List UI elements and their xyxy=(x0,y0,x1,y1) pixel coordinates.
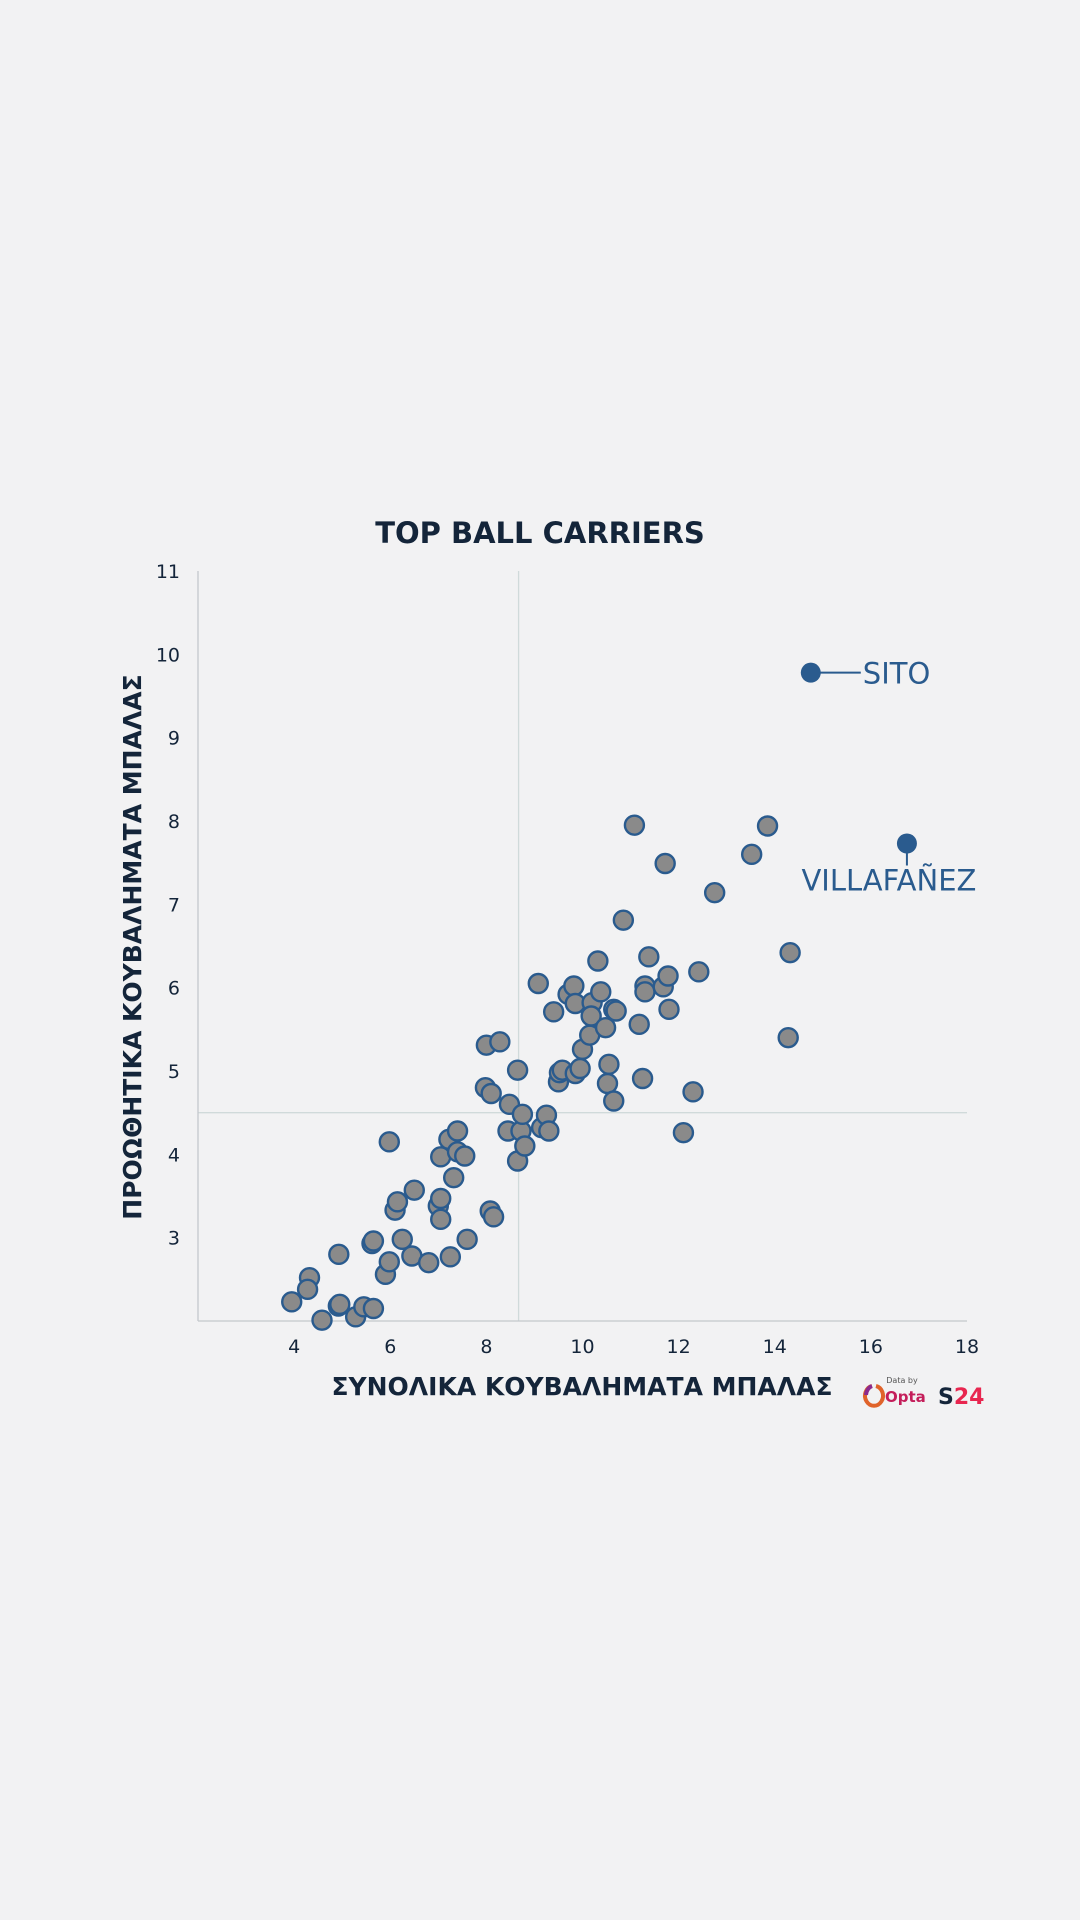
y-tick-label: 7 xyxy=(168,894,180,916)
data-point xyxy=(391,1228,413,1251)
s24-number: 24 xyxy=(954,1385,985,1410)
svg-text:S24: S24 xyxy=(938,1385,984,1410)
data-point xyxy=(658,998,680,1021)
x-tick-label: 4 xyxy=(288,1336,300,1358)
highlighted-points: SITO VILLAFAÑEZ xyxy=(800,657,976,898)
data-point xyxy=(446,1120,469,1142)
highlight-point xyxy=(800,662,821,683)
data-point xyxy=(628,1013,650,1036)
x-tick-labels: 4 6 8 10 12 14 16 18 xyxy=(288,1336,979,1358)
data-point xyxy=(418,1251,440,1274)
data-point xyxy=(506,1059,529,1081)
y-tick-label: 8 xyxy=(168,811,180,833)
data-point xyxy=(587,950,609,972)
y-tick-label: 6 xyxy=(168,978,180,1000)
highlight-point xyxy=(896,833,917,854)
data-point xyxy=(563,975,585,997)
x-tick-label: 14 xyxy=(763,1336,787,1358)
highlight-label: SITO xyxy=(863,657,931,691)
data-point xyxy=(328,1243,350,1266)
data-point xyxy=(779,941,801,964)
x-tick-label: 12 xyxy=(667,1336,691,1358)
data-point xyxy=(386,1191,409,1213)
data-point xyxy=(454,1145,476,1167)
data-point xyxy=(638,946,660,968)
data-point xyxy=(596,1072,619,1095)
data-point xyxy=(281,1291,303,1313)
chart-title: TOP BALL CARRIERS xyxy=(375,516,705,550)
data-point xyxy=(430,1187,452,1210)
data-point xyxy=(542,1001,565,1023)
data-point xyxy=(538,1120,560,1142)
y-tick-label: 10 xyxy=(156,644,180,666)
data-point xyxy=(631,1067,654,1090)
axes xyxy=(197,571,967,1322)
data-point xyxy=(598,1053,620,1076)
data-point xyxy=(378,1131,400,1153)
data-point xyxy=(482,1206,505,1228)
y-tick-label: 9 xyxy=(168,728,180,750)
data-point xyxy=(311,1309,333,1331)
data-point xyxy=(489,1031,511,1053)
data-point xyxy=(329,1293,351,1316)
x-tick-label: 10 xyxy=(570,1336,594,1358)
data-point xyxy=(688,961,710,983)
data-point xyxy=(594,1016,617,1039)
opta-logo: Opta xyxy=(863,1384,926,1408)
data-point xyxy=(657,965,679,987)
data-point xyxy=(703,881,726,904)
data-point xyxy=(590,981,612,1003)
s24-letter: S xyxy=(938,1385,954,1410)
x-tick-label: 16 xyxy=(859,1336,883,1358)
x-tick-label: 8 xyxy=(480,1336,492,1358)
data-point xyxy=(580,1005,602,1027)
data-point xyxy=(514,1135,536,1157)
data-point xyxy=(527,972,549,995)
x-tick-label: 18 xyxy=(955,1336,979,1358)
data-point xyxy=(603,1090,625,1112)
data-point xyxy=(456,1228,478,1251)
data-point xyxy=(442,1166,465,1189)
data-by-label: Data by xyxy=(886,1376,918,1385)
data-point xyxy=(654,852,676,875)
data-point xyxy=(439,1246,462,1268)
data-point xyxy=(480,1082,502,1105)
data-point xyxy=(296,1278,319,1301)
data-point xyxy=(362,1230,385,1252)
y-tick-label: 5 xyxy=(168,1061,180,1083)
reference-lines xyxy=(198,571,967,1321)
data-point xyxy=(569,1057,591,1080)
data-point xyxy=(605,1000,627,1022)
data-point xyxy=(612,909,635,931)
y-tick-label: 4 xyxy=(168,1144,180,1166)
opta-wordmark: Opta xyxy=(885,1388,926,1406)
data-points xyxy=(281,814,801,1331)
data-point xyxy=(378,1251,400,1273)
s24-logo: S24 xyxy=(938,1385,984,1410)
y-axis-title: ΠΡΟΩΘΗΤΙΚΑ ΚΟΥΒΑΛΗΜΑΤΑ ΜΠΑΛΑΣ xyxy=(118,674,147,1219)
data-point xyxy=(672,1121,695,1144)
data-point xyxy=(740,843,763,866)
highlight-label: VILLAFAÑEZ xyxy=(801,864,976,898)
data-point xyxy=(430,1208,452,1231)
credits: Data by Opta S24 xyxy=(863,1376,984,1410)
y-tick-labels: 3 4 5 6 7 8 9 10 11 xyxy=(156,561,180,1250)
data-point xyxy=(511,1103,534,1126)
data-point xyxy=(634,981,656,1003)
data-point xyxy=(756,815,779,837)
y-tick-label: 11 xyxy=(156,561,180,583)
data-point xyxy=(362,1297,385,1320)
data-point xyxy=(623,814,646,836)
x-tick-label: 6 xyxy=(384,1336,396,1358)
x-axis-title: ΣΥΝΟΛΙΚΑ ΚΟΥΒΑΛΗΜΑΤΑ ΜΠΑΛΑΣ xyxy=(331,1372,832,1401)
y-tick-label: 3 xyxy=(168,1228,180,1250)
data-point xyxy=(777,1026,799,1049)
data-point xyxy=(403,1179,425,1201)
data-point xyxy=(682,1081,704,1103)
